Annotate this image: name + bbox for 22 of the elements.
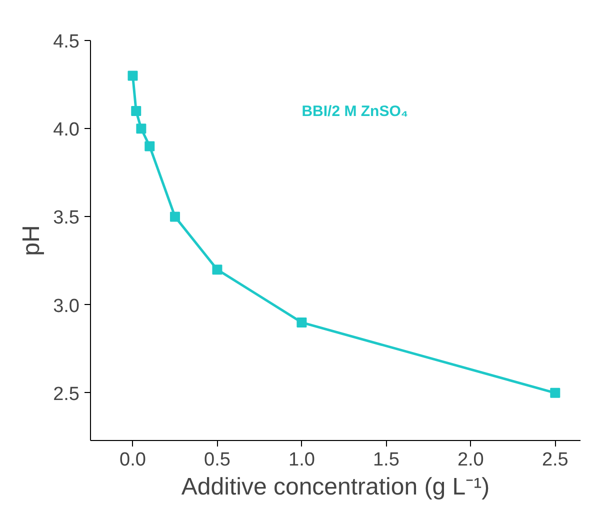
y-tick-label: 3.0 [53, 296, 80, 317]
y-tick-label: 3.5 [53, 208, 80, 229]
point [136, 124, 146, 134]
point [296, 317, 307, 328]
x-axis-title: Additive concentration (g L⁻¹) [181, 474, 490, 500]
point [550, 388, 560, 398]
x-tick-label: 1.0 [288, 450, 315, 470]
y-tick-label: 4.5 [53, 32, 80, 52]
x-tick-label: 0.5 [204, 450, 230, 470]
y-tick-label: 2.5 [53, 384, 80, 405]
y-axis-title: pH [18, 225, 46, 256]
point [131, 106, 142, 116]
point [144, 141, 155, 152]
x-tick-label: 0.0 [120, 450, 146, 470]
x-tick-label: 1.5 [372, 450, 400, 470]
annotation: BBI/2 M ZnSO₄ [302, 102, 408, 120]
y-tick-label: 4.0 [53, 120, 80, 141]
point [212, 264, 222, 275]
x-tick-label: 2.5 [542, 450, 568, 470]
point [170, 212, 180, 222]
x-tick-label: 2.0 [457, 450, 484, 470]
point [128, 70, 138, 81]
